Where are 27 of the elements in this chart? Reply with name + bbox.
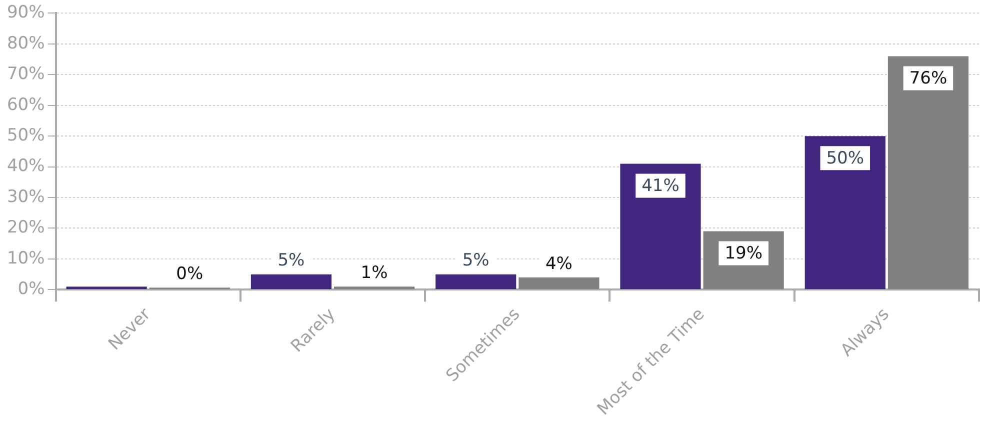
bar <box>436 274 516 290</box>
data-label: 76% <box>909 68 948 89</box>
y-tick-label: 80% <box>6 33 45 54</box>
y-tick-label: 60% <box>6 94 45 115</box>
bar <box>66 286 147 290</box>
data-label: 41% <box>642 176 680 196</box>
y-tick-label: 70% <box>6 64 45 84</box>
data-label: 1% <box>360 263 388 284</box>
data-label: 19% <box>724 244 762 264</box>
bar <box>804 136 886 290</box>
data-label: 0% <box>176 264 204 284</box>
bar <box>334 286 415 290</box>
bar <box>888 56 969 290</box>
bar <box>620 164 701 290</box>
y-tick-label: 10% <box>6 248 45 268</box>
bar <box>518 277 600 290</box>
data-label: 4% <box>545 254 572 274</box>
y-tick-label: 30% <box>6 186 45 207</box>
y-tick-label: 40% <box>6 156 45 176</box>
data-label: 5% <box>278 250 305 271</box>
data-label: 5% <box>462 250 490 271</box>
bar <box>250 274 332 290</box>
y-tick-label: 90% <box>6 2 45 23</box>
y-tick-label: 50% <box>6 126 45 146</box>
data-label: 50% <box>826 148 864 168</box>
y-tick-label: 0% <box>18 279 45 300</box>
y-tick-label: 20% <box>6 218 45 238</box>
